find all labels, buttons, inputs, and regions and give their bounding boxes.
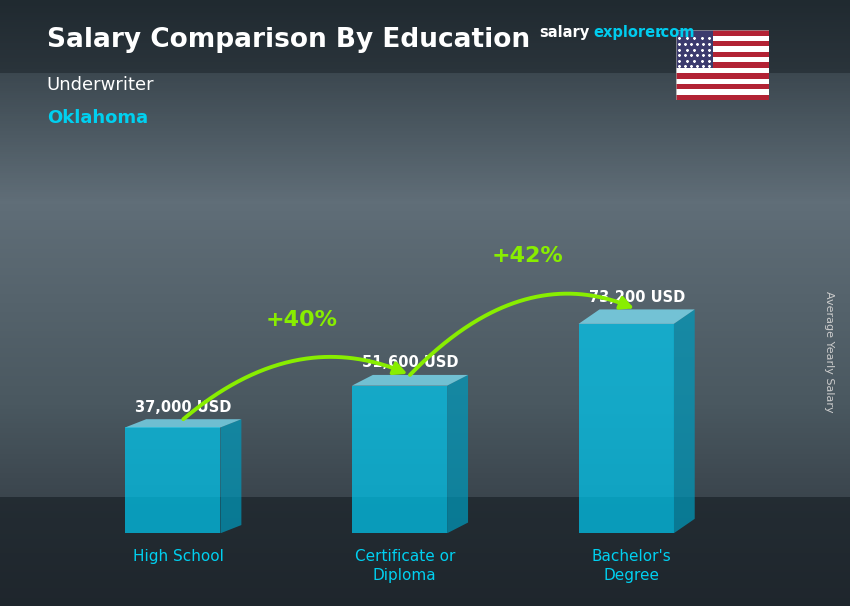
Bar bbox=[676, 79, 769, 84]
Text: Oklahoma: Oklahoma bbox=[47, 109, 148, 127]
Text: 51,600 USD: 51,600 USD bbox=[362, 355, 458, 370]
Text: explorer: explorer bbox=[593, 25, 663, 41]
Bar bbox=[676, 68, 769, 73]
Polygon shape bbox=[125, 427, 220, 533]
Polygon shape bbox=[125, 419, 241, 427]
Bar bbox=[676, 30, 769, 36]
Bar bbox=[0, 0, 850, 73]
Bar bbox=[0, 497, 850, 606]
Text: +42%: +42% bbox=[492, 246, 564, 266]
Polygon shape bbox=[447, 375, 468, 533]
Bar bbox=[676, 36, 769, 41]
Polygon shape bbox=[220, 419, 241, 533]
Text: Salary Comparison By Education: Salary Comparison By Education bbox=[47, 27, 530, 53]
Bar bbox=[676, 47, 769, 52]
Bar bbox=[676, 62, 769, 68]
Bar bbox=[676, 89, 769, 95]
Bar bbox=[676, 73, 769, 79]
Text: 73,200 USD: 73,200 USD bbox=[588, 290, 685, 305]
Text: Certificate or
Diploma: Certificate or Diploma bbox=[354, 548, 455, 584]
Bar bbox=[676, 41, 769, 47]
Text: Average Yearly Salary: Average Yearly Salary bbox=[824, 291, 834, 412]
Bar bbox=[676, 57, 769, 62]
Text: salary: salary bbox=[540, 25, 590, 41]
Bar bbox=[676, 84, 769, 89]
Text: Underwriter: Underwriter bbox=[47, 76, 155, 94]
Polygon shape bbox=[579, 324, 674, 533]
Bar bbox=[676, 52, 769, 57]
Polygon shape bbox=[352, 375, 468, 385]
Polygon shape bbox=[674, 310, 694, 533]
Text: Bachelor's
Degree: Bachelor's Degree bbox=[592, 548, 672, 584]
Text: +40%: +40% bbox=[265, 310, 337, 330]
Text: .com: .com bbox=[655, 25, 694, 41]
Text: High School: High School bbox=[133, 548, 224, 564]
Polygon shape bbox=[579, 310, 694, 324]
Polygon shape bbox=[352, 385, 447, 533]
Bar bbox=[676, 30, 713, 68]
Text: 37,000 USD: 37,000 USD bbox=[135, 399, 231, 415]
Bar bbox=[676, 95, 769, 100]
